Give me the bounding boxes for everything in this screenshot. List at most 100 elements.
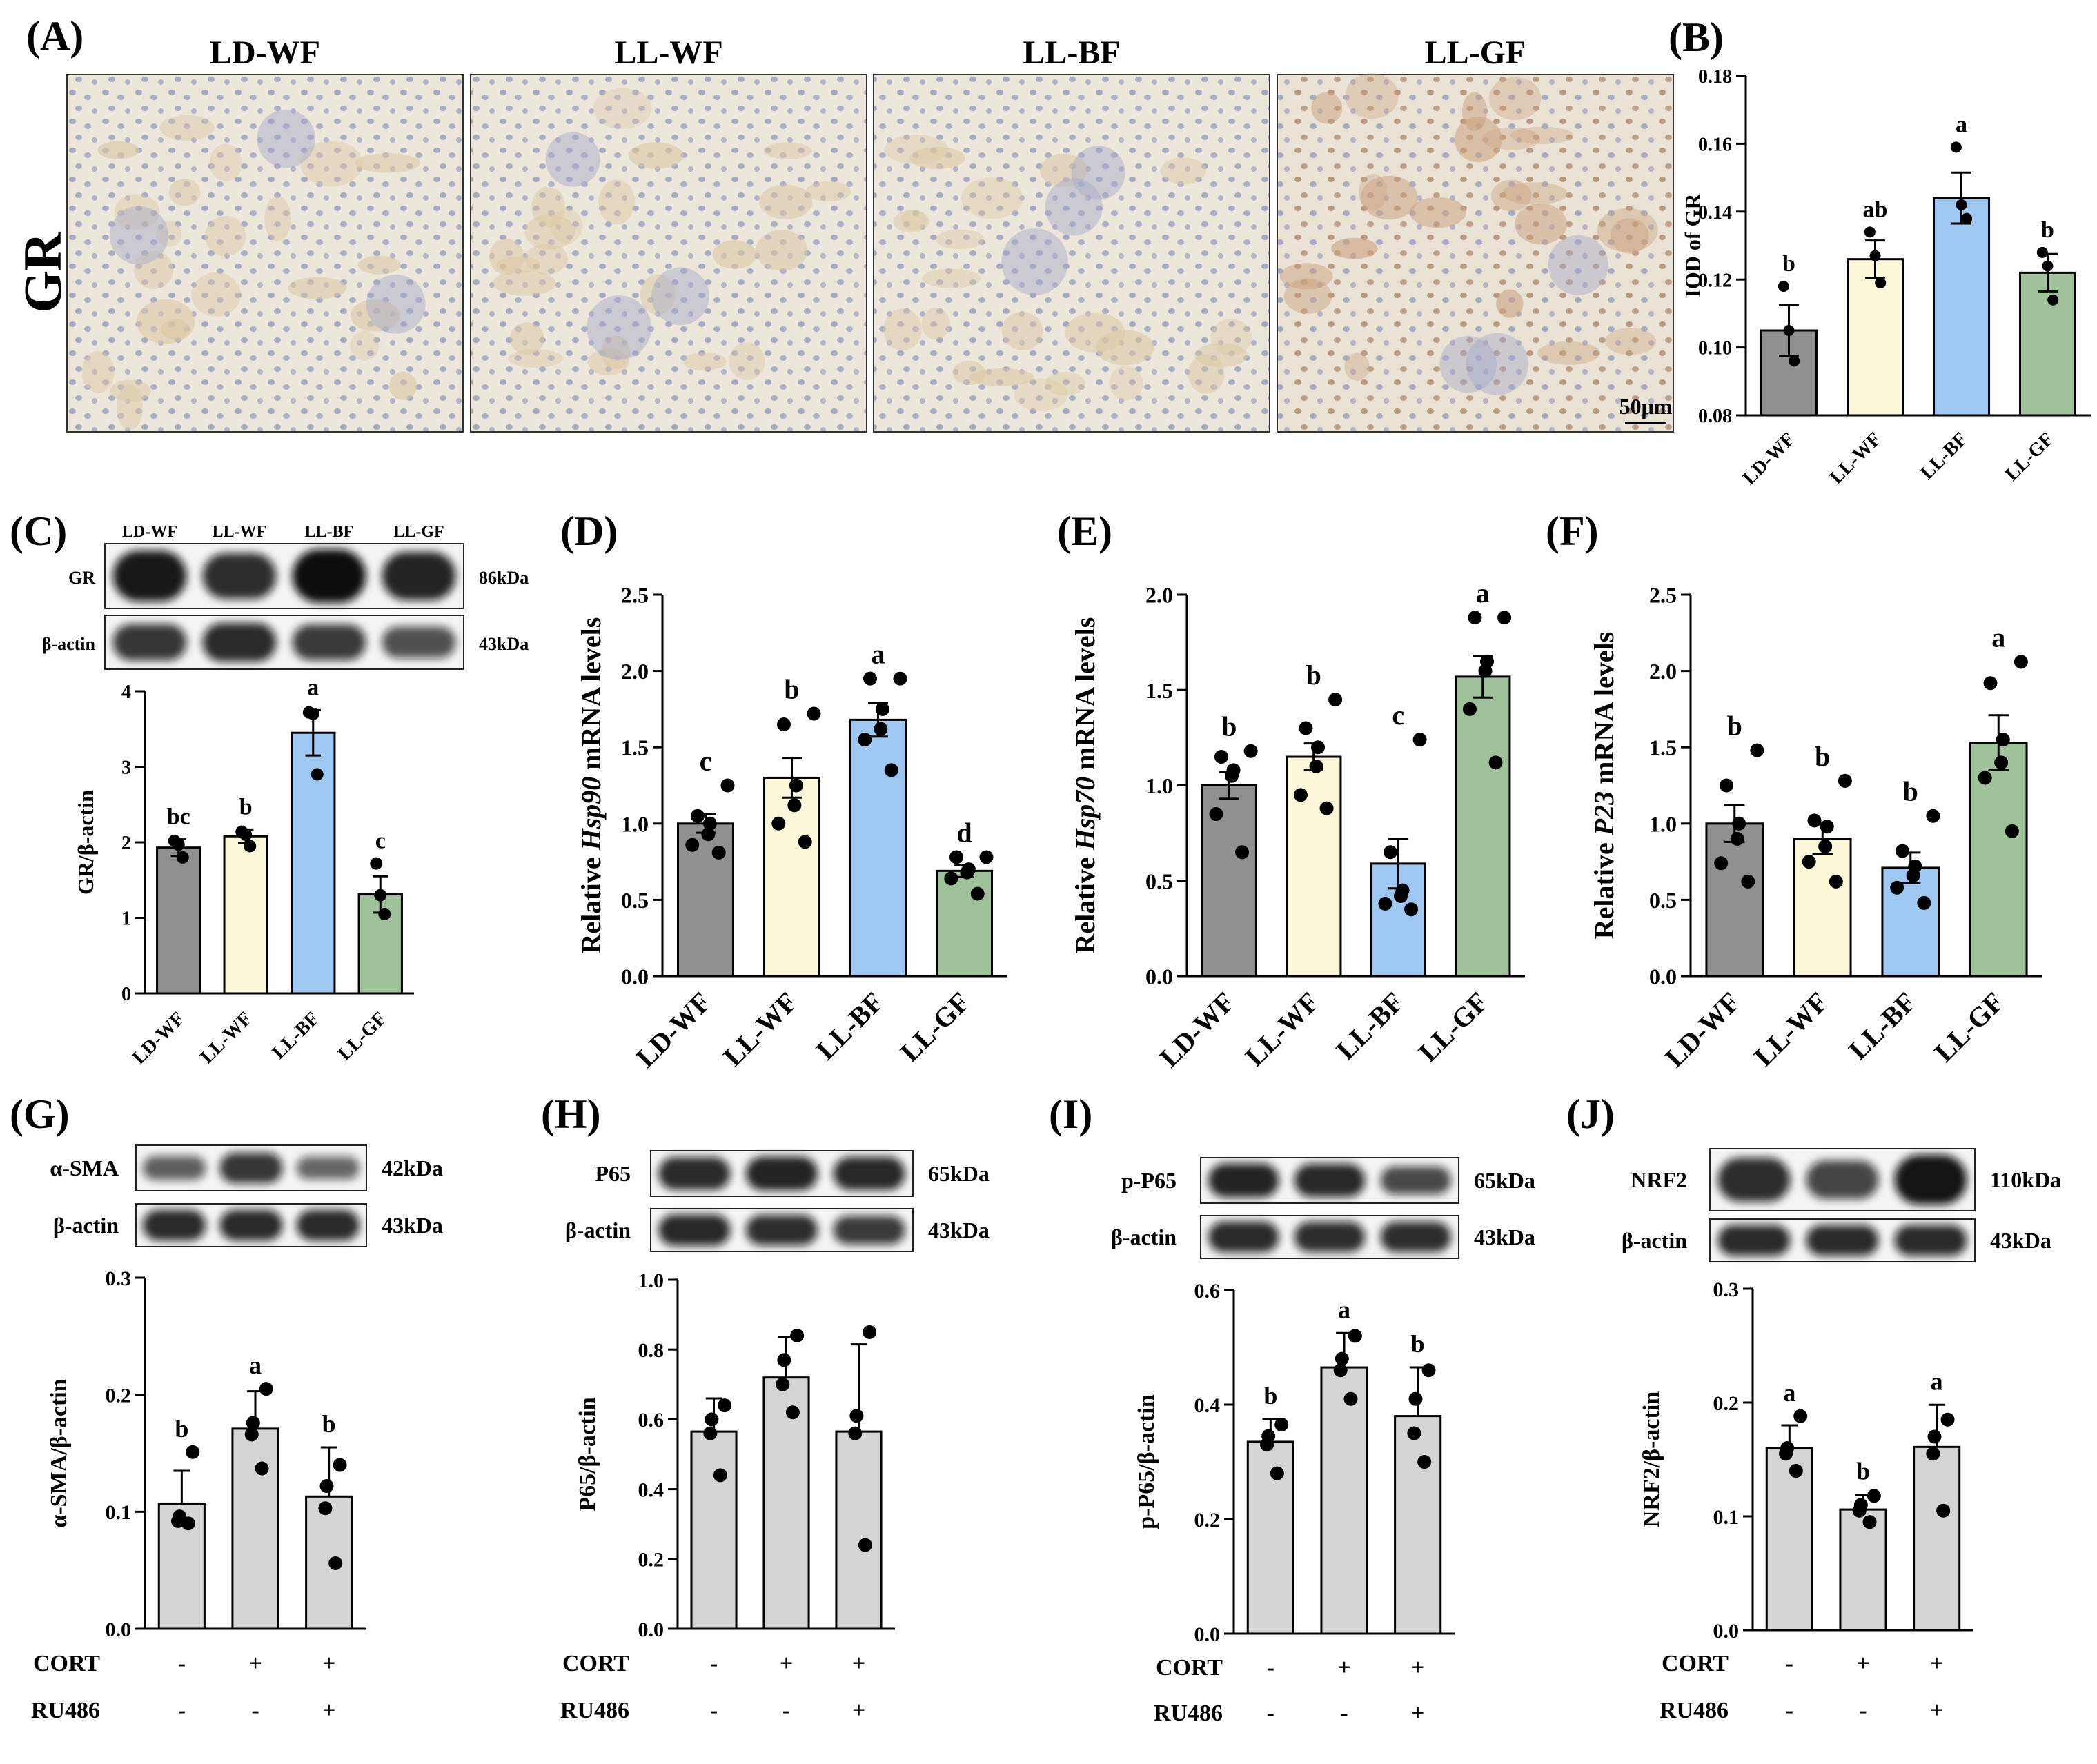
treatment-label: CORT <box>33 1651 100 1676</box>
y-tick-label: 3 <box>121 757 131 779</box>
blot-band <box>1806 1225 1879 1256</box>
bar <box>1394 1415 1442 1635</box>
chart-b: 0.08 0.10 0.12 0.14 0.16 0.18 IOD of GR b LD-WF a… <box>1680 66 2091 489</box>
ihc-tubule-stain <box>952 360 986 386</box>
blot-band <box>833 1156 905 1191</box>
x-tick-label: LL-BF <box>1330 987 1409 1066</box>
data-point <box>1328 693 1343 707</box>
y-tick-label: 1.0 <box>1145 773 1173 798</box>
data-point <box>1293 788 1308 802</box>
ihc-tubule-stain <box>1160 157 1207 184</box>
data-point <box>979 850 994 864</box>
y-tick-label: 0.0 <box>638 1618 664 1641</box>
data-point <box>1996 733 2010 747</box>
ihc-glomerulus <box>1001 228 1068 295</box>
ihc-tubule-stain <box>1597 208 1658 252</box>
data-point <box>1408 1391 1423 1406</box>
ihc-tubule-stain <box>110 379 151 402</box>
data-point <box>1378 896 1392 911</box>
data-point <box>302 706 315 719</box>
y-tick-label: 0.5 <box>1649 888 1677 913</box>
x-tick-label: LL-BF <box>810 987 889 1066</box>
y-axis-label: GR/β-actin <box>73 790 98 895</box>
blot-band <box>658 1157 731 1190</box>
ihc-tubule-stain <box>524 244 568 275</box>
ihc-tubule-stain <box>1481 127 1541 150</box>
data-point <box>1927 1429 1942 1444</box>
data-point <box>1750 743 1764 757</box>
y-tick-label: 0.1 <box>1713 1506 1740 1529</box>
data-point <box>1778 281 1789 293</box>
ihc-tubule-stain <box>358 255 401 275</box>
data-point <box>1319 801 1334 815</box>
ihc-glomerulus <box>110 206 168 265</box>
ihc-tubule-stain <box>495 256 540 274</box>
data-point <box>311 768 324 781</box>
data-point <box>374 889 387 902</box>
x-tick-label: LL-GF <box>1928 987 2009 1068</box>
data-point <box>1895 844 1909 858</box>
data-point <box>785 1405 800 1420</box>
treatment-sign: - <box>1340 1701 1348 1726</box>
bar <box>936 869 993 978</box>
ihc-tubule-stain <box>759 184 813 219</box>
x-tick-label: LL-WF <box>1826 428 1886 488</box>
y-tick-label: 2.0 <box>1145 583 1173 608</box>
y-tick-label: 1.5 <box>1145 678 1173 703</box>
y-tick-label: 1.5 <box>1649 735 1677 760</box>
significance-letter: b <box>239 794 253 820</box>
y-axis-label-part: Relative <box>1588 835 1619 939</box>
x-tick-label: LL-GF <box>334 1008 391 1064</box>
blot-size-label: 43kDa <box>1990 1228 2051 1253</box>
data-point <box>1462 702 1477 716</box>
significance-letter: a <box>1931 1367 1943 1395</box>
data-point <box>798 835 812 849</box>
ihc-tubule-stain <box>1279 263 1333 290</box>
data-point <box>858 1538 872 1552</box>
data-point <box>711 845 726 860</box>
data-point <box>713 1468 727 1483</box>
x-tick-label: LL-GF <box>2001 428 2058 485</box>
y-tick-label: 1.0 <box>621 811 649 836</box>
ihc-micrograph <box>66 74 464 433</box>
data-point <box>328 1556 343 1570</box>
ihc-tubule-stain <box>209 143 242 182</box>
data-point <box>370 857 383 870</box>
panel-label-c: (C) <box>10 508 67 554</box>
blot-band <box>112 624 187 661</box>
ihc-tubule-stain <box>1345 73 1399 119</box>
ihc-tubule-stain <box>1604 328 1657 355</box>
data-point <box>790 1328 805 1342</box>
data-point <box>259 1382 273 1396</box>
significance-letter: b <box>784 674 799 705</box>
data-point <box>319 1479 334 1494</box>
ihc-tubule-stain <box>550 208 583 244</box>
ihc-tubule-stain <box>1491 179 1532 212</box>
blot-band <box>1894 1225 1967 1256</box>
data-point <box>1820 820 1834 834</box>
data-point <box>1862 1515 1877 1529</box>
bar <box>835 1430 883 1630</box>
panel-label-f: (F) <box>1546 508 1599 554</box>
y-tick-label: 0.0 <box>106 1618 132 1641</box>
ihc-tubule-stain <box>893 210 929 233</box>
data-point <box>1783 325 1795 336</box>
ihc-tubule-stain <box>1001 311 1043 350</box>
data-point <box>1789 355 1800 367</box>
bar <box>1765 1447 1813 1632</box>
ihc-tubule-stain <box>1210 319 1252 356</box>
y-tick-label: 0.4 <box>1194 1394 1221 1417</box>
data-point <box>701 827 716 842</box>
ihc-row-label: GR <box>12 231 72 313</box>
blot-size-label: 110kDa <box>1990 1167 2061 1192</box>
western-blot-g: α-SMA 42kDa β-actin 43kDa <box>50 1144 443 1247</box>
significance-letter: b <box>1903 776 1918 807</box>
chart-j: 0.0 0.1 0.2 0.3 NRF2/β-actin a - - b + - a + + CORT RU4… <box>1639 1278 1973 1723</box>
x-tick-label: LL-BF <box>1916 428 1971 484</box>
blot-band <box>658 1214 731 1246</box>
blot-size-label: 43kDa <box>1474 1225 1535 1249</box>
x-tick-label: LL-WF <box>196 1008 256 1068</box>
blot-band <box>746 1215 818 1245</box>
blot-lane-label: LL-BF <box>305 523 354 541</box>
ihc-tubule-stain <box>936 229 985 250</box>
